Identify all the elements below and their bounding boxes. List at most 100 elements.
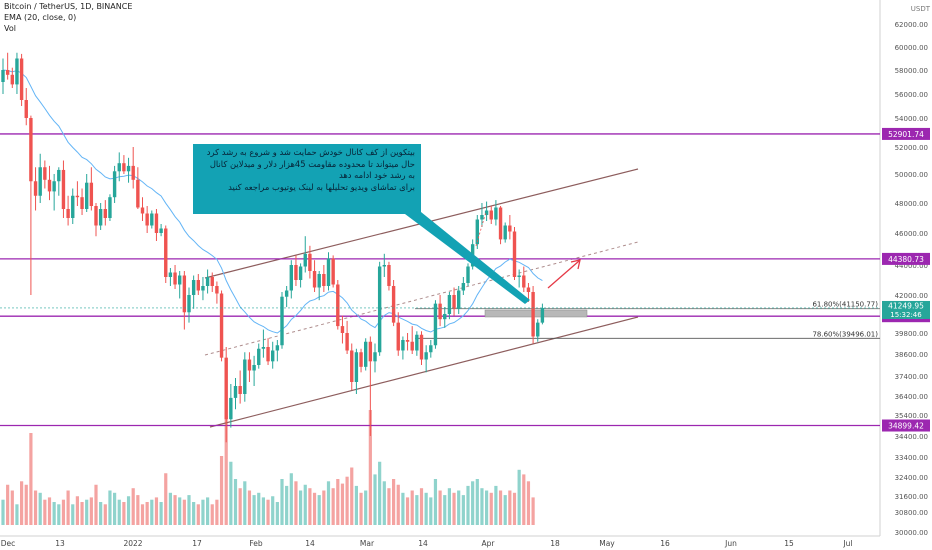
candle-body	[24, 100, 28, 118]
candle	[377, 261, 382, 356]
volume-bar	[103, 504, 107, 525]
candle-body	[191, 280, 196, 295]
volume-bar	[508, 490, 512, 525]
candle-body	[396, 322, 400, 351]
ema-line	[2, 69, 543, 334]
volume-bar	[219, 456, 224, 525]
volume-bar	[52, 502, 56, 525]
volume-bar	[433, 479, 438, 525]
candle-body	[98, 209, 103, 226]
volume-bar	[173, 495, 177, 525]
candle-body	[71, 195, 75, 218]
y-tick-label: 38600.00	[895, 351, 928, 359]
note-line: به رشد خود ادامه دهد	[338, 170, 415, 181]
candle-body	[326, 258, 331, 286]
candle-body	[112, 171, 117, 198]
volume-bar	[517, 469, 521, 525]
candle	[275, 340, 280, 362]
y-tick-label: 60000.00	[895, 44, 928, 52]
candle	[43, 160, 47, 189]
candle	[401, 336, 405, 360]
candle-body	[164, 228, 168, 277]
volume-bar	[182, 499, 186, 525]
x-tick-label: 17	[192, 539, 202, 548]
volume-bar	[387, 488, 391, 525]
candle	[331, 255, 335, 288]
candle-body	[154, 213, 159, 233]
volume-bar	[238, 488, 242, 525]
candle	[452, 287, 456, 316]
candle	[336, 280, 340, 330]
candle-body	[359, 352, 363, 367]
candle	[512, 227, 517, 280]
y-tick-label: 36400.00	[895, 393, 928, 401]
candle-body	[336, 284, 340, 327]
candle	[29, 115, 33, 295]
candle	[103, 200, 107, 226]
volume-bar	[494, 485, 498, 525]
y-tick-label: 44000.00	[895, 262, 928, 270]
candle	[112, 165, 117, 203]
candle-body	[512, 231, 517, 277]
candle	[359, 348, 363, 373]
candle-body	[275, 345, 280, 351]
candle	[312, 260, 317, 292]
x-tick-label: 16	[660, 539, 670, 548]
volume-bar	[522, 474, 526, 525]
volume-bar	[294, 481, 298, 525]
candle	[61, 160, 66, 218]
candle	[433, 300, 438, 349]
volume-bar	[243, 481, 247, 525]
volume-bar	[303, 484, 307, 525]
volume-bar	[289, 473, 293, 525]
candle	[89, 167, 94, 211]
dashed-projection	[475, 211, 487, 247]
volume-bar	[461, 495, 465, 525]
candle	[345, 320, 349, 354]
candle	[373, 343, 377, 373]
volume-bar	[108, 490, 112, 525]
y-tick-label: 32400.00	[895, 474, 928, 482]
volume-bar	[503, 495, 507, 525]
candle	[117, 152, 121, 182]
candle	[140, 197, 145, 221]
candle	[126, 157, 131, 183]
volume-bar	[38, 492, 42, 525]
candle-body	[284, 290, 289, 297]
volume-bar	[429, 497, 433, 525]
candle-body	[494, 207, 498, 220]
candle-body	[419, 334, 424, 360]
candle-body	[52, 181, 56, 192]
volume-bar	[94, 484, 98, 525]
projection-arrow-head	[570, 259, 581, 270]
volume-bar	[192, 502, 196, 525]
symbol-title: Bitcoin / TetherUS, 1D, BINANCE	[4, 2, 133, 11]
candle-body	[187, 295, 191, 313]
candle	[405, 333, 410, 351]
volume-bar	[33, 490, 38, 525]
volume-bar	[498, 490, 503, 525]
y-tick-label: 42000.00	[895, 292, 928, 300]
x-tick-label: 13	[55, 539, 65, 548]
y-tick-label: 35400.00	[895, 412, 928, 420]
candle	[280, 292, 284, 349]
candle-body	[89, 182, 94, 206]
volume-bar	[24, 484, 28, 525]
volume-bar	[6, 484, 10, 525]
candle-body	[94, 206, 98, 226]
volume-legend: Vol	[4, 24, 16, 33]
candle	[517, 269, 521, 288]
candle	[33, 167, 38, 211]
y-tick-label: 62000.00	[895, 21, 928, 29]
candle-body	[424, 352, 428, 360]
candle	[429, 340, 433, 358]
volume-bar	[512, 492, 517, 525]
volume-bar	[85, 499, 89, 525]
candle	[271, 341, 275, 369]
analysis-note[interactable]: بیتکوین از کف کانال خودش حمایت شد و شروع…	[193, 144, 421, 214]
candle	[108, 194, 112, 221]
candle-body	[29, 118, 33, 182]
candle-body	[219, 293, 224, 358]
candle-body	[19, 58, 24, 100]
